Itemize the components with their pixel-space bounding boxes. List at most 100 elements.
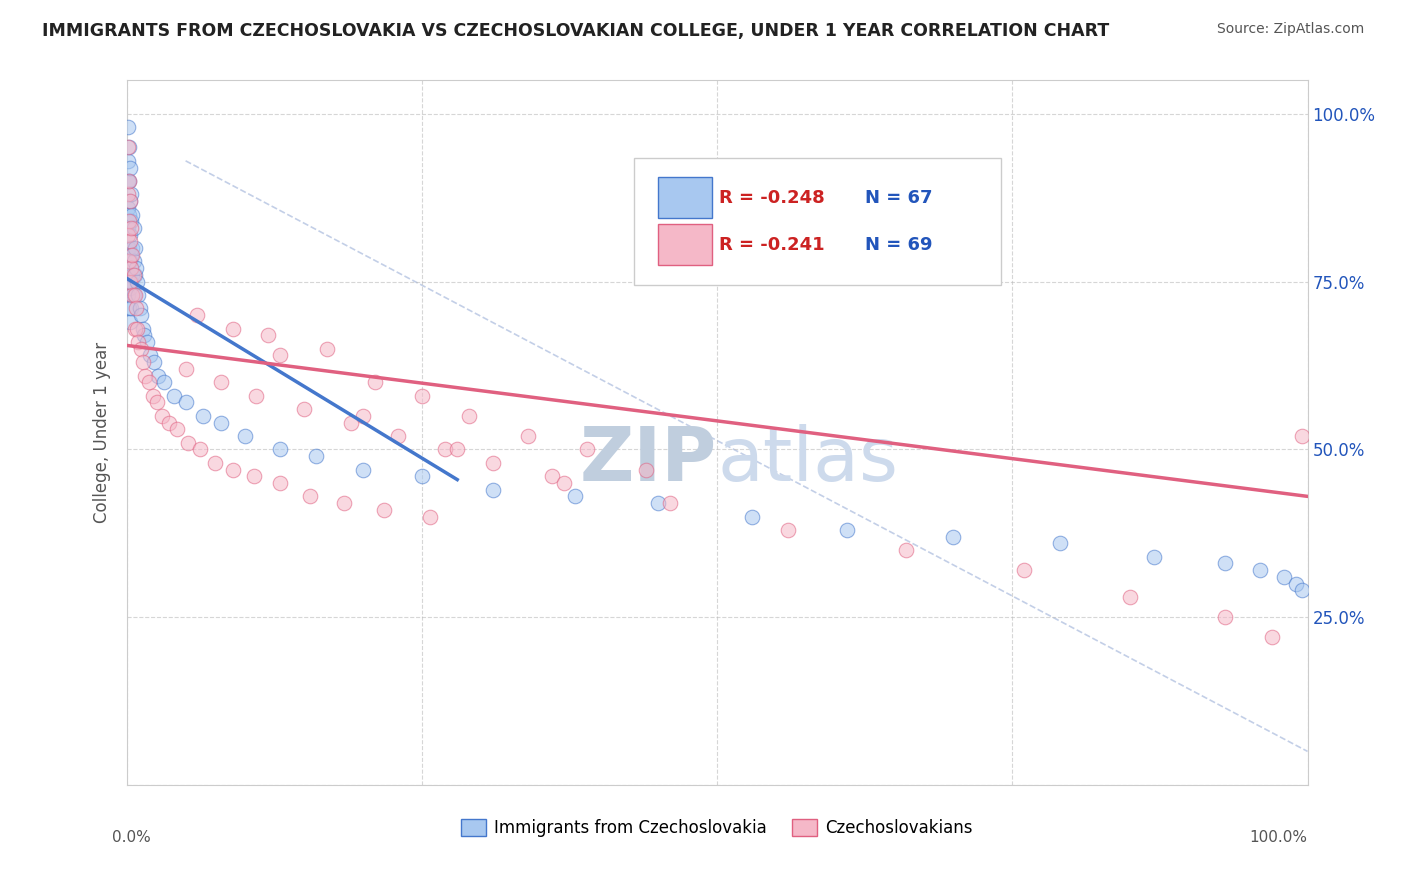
Point [138, 376, 160, 390]
Point [125, 301, 148, 316]
Point [117, 221, 139, 235]
Text: R = -0.248: R = -0.248 [720, 188, 825, 207]
Point [419, 509, 441, 524]
Text: ZIP: ZIP [579, 425, 717, 498]
Point [1249, 563, 1271, 577]
Point [125, 261, 148, 276]
Point [127, 321, 149, 335]
Point [121, 268, 143, 282]
Point [1285, 576, 1308, 591]
Point [209, 376, 232, 390]
Point [352, 409, 374, 423]
Point [540, 469, 562, 483]
Point [132, 355, 155, 369]
Point [117, 241, 139, 255]
Point [316, 342, 339, 356]
Point [134, 328, 156, 343]
Point [124, 268, 146, 282]
Point [1261, 630, 1284, 644]
Point [269, 475, 291, 490]
Point [894, 543, 917, 558]
Point [117, 268, 139, 282]
Point [257, 328, 280, 343]
Point [481, 483, 503, 497]
Point [576, 442, 599, 457]
Point [148, 368, 170, 383]
Point [118, 140, 141, 154]
Point [209, 416, 232, 430]
Point [128, 301, 150, 316]
Point [1012, 563, 1035, 577]
Point [121, 288, 143, 302]
Point [233, 429, 256, 443]
Text: Source: ZipAtlas.com: Source: ZipAtlas.com [1216, 22, 1364, 37]
Point [363, 376, 385, 390]
Text: 100.0%: 100.0% [1250, 830, 1308, 845]
Point [387, 429, 409, 443]
Point [153, 376, 176, 390]
Point [658, 496, 681, 510]
Point [139, 348, 162, 362]
Point [204, 456, 226, 470]
Point [434, 442, 457, 457]
Point [1143, 549, 1166, 564]
Point [122, 288, 145, 302]
Point [157, 416, 180, 430]
Legend: Immigrants from Czechoslovakia, Czechoslovakians: Immigrants from Czechoslovakia, Czechosl… [454, 812, 980, 844]
Point [835, 523, 858, 537]
Point [776, 523, 799, 537]
Point [553, 475, 575, 490]
Point [120, 275, 142, 289]
FancyBboxPatch shape [658, 177, 713, 219]
Point [118, 254, 141, 268]
Point [411, 469, 433, 483]
Point [122, 254, 145, 268]
Point [269, 348, 291, 362]
Point [188, 442, 211, 457]
Point [120, 194, 142, 208]
Point [120, 248, 142, 262]
Point [193, 409, 215, 423]
Point [564, 489, 586, 503]
Point [118, 207, 141, 221]
Point [118, 174, 141, 188]
Text: N = 67: N = 67 [865, 188, 932, 207]
Point [481, 456, 503, 470]
Point [647, 496, 669, 510]
Point [340, 416, 363, 430]
Point [120, 194, 142, 208]
Point [120, 227, 142, 242]
Point [142, 355, 165, 369]
Point [292, 402, 315, 417]
Point [186, 308, 208, 322]
Text: IMMIGRANTS FROM CZECHOSLOVAKIA VS CZECHOSLOVAKIAN COLLEGE, UNDER 1 YEAR CORRELAT: IMMIGRANTS FROM CZECHOSLOVAKIA VS CZECHO… [42, 22, 1109, 40]
Point [117, 227, 139, 242]
Point [446, 442, 468, 457]
Point [127, 288, 149, 302]
Text: R = -0.241: R = -0.241 [720, 235, 825, 254]
Point [122, 268, 145, 282]
Point [166, 422, 188, 436]
Point [1213, 610, 1236, 624]
Point [1049, 536, 1071, 550]
Point [373, 503, 395, 517]
Point [174, 362, 197, 376]
Point [134, 368, 156, 383]
Point [245, 389, 267, 403]
Point [118, 241, 141, 255]
Point [117, 140, 139, 154]
Point [117, 120, 139, 135]
Text: 0.0%: 0.0% [112, 830, 152, 845]
Point [120, 261, 142, 276]
Point [120, 187, 142, 202]
Point [174, 395, 197, 409]
Point [118, 301, 141, 316]
Point [120, 315, 142, 329]
Point [124, 321, 146, 335]
Point [127, 275, 149, 289]
Point [117, 153, 139, 168]
Point [146, 395, 169, 409]
Point [120, 221, 142, 235]
Point [517, 429, 540, 443]
Point [1272, 570, 1295, 584]
